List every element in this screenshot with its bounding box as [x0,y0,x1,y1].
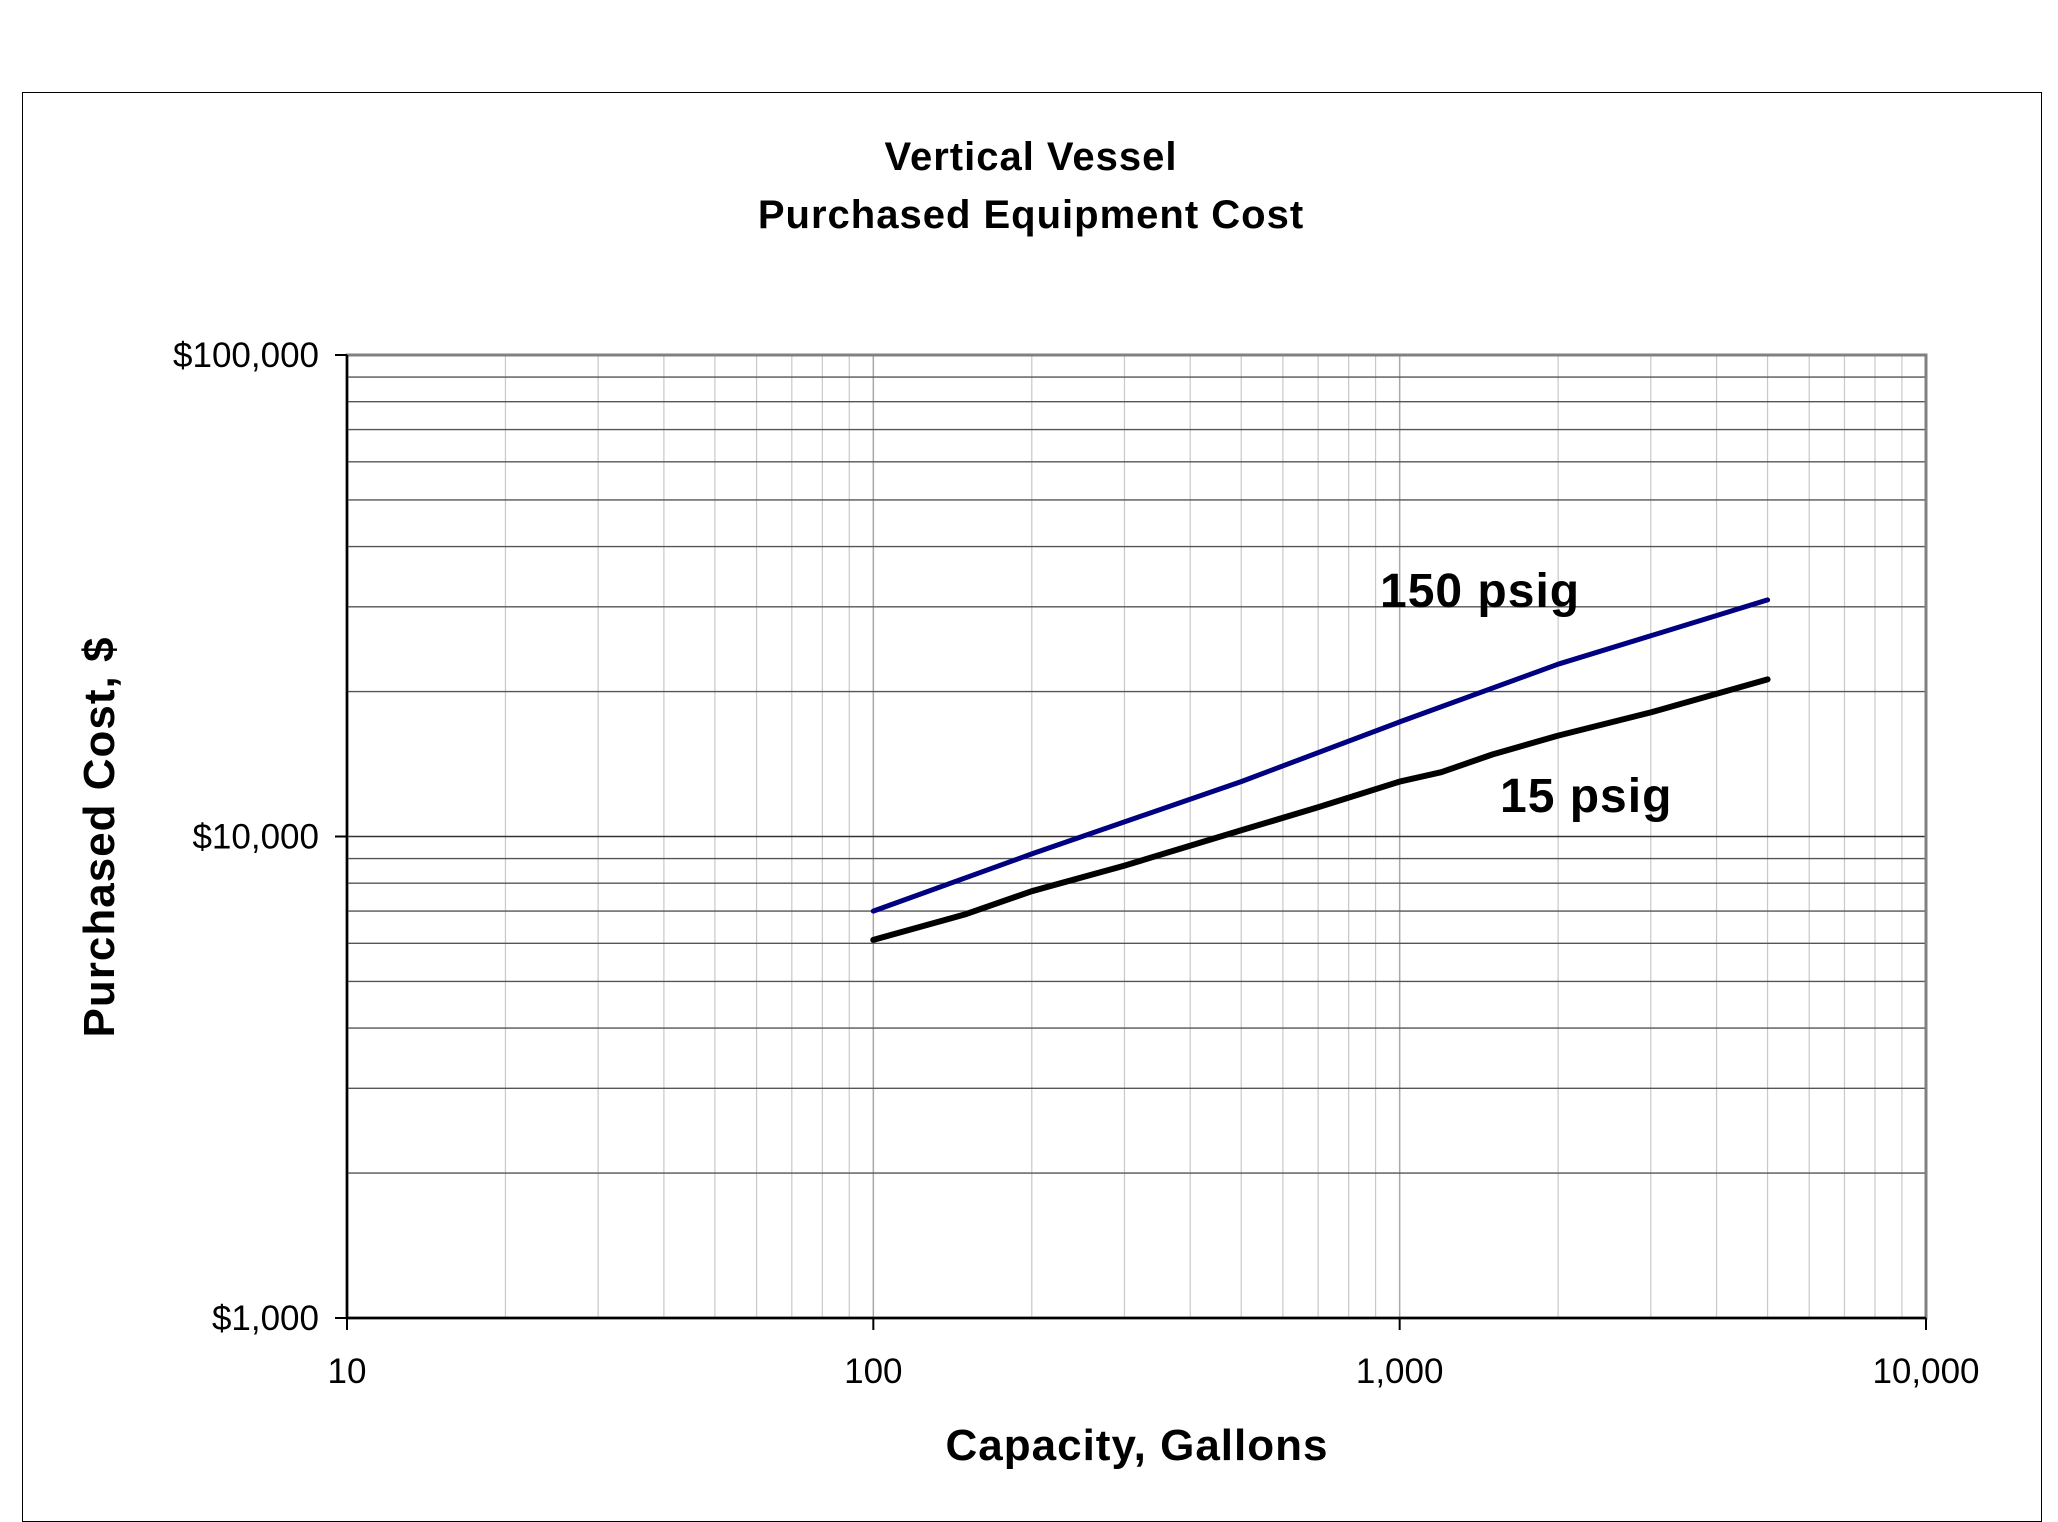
series-line-150-psig [870,597,1771,914]
x-tick-label: 10 [328,1352,367,1391]
chart-title-line-2: Purchased Equipment Cost [758,193,1304,237]
y-tick-label: $10,000 [192,818,319,857]
y-axis-title: Purchased Cost, $ [75,637,124,1038]
x-tick-label: 1,000 [1356,1352,1444,1391]
series-layer [870,597,1771,943]
x-tick-label: 100 [844,1352,902,1391]
chart-title-line-1: Vertical Vessel [884,135,1177,179]
series-line-15-psig [870,676,1771,943]
series-label-150-psig: 150 psig [1380,565,1580,618]
y-tick-label: $100,000 [173,336,319,375]
x-axis-title: Capacity, Gallons [946,1421,1329,1470]
y-tick-label: $1,000 [212,1299,319,1338]
series-label-15-psig: 15 psig [1500,770,1672,823]
grid-layer [346,354,1927,1319]
axis-layer: 10 100 1,000 10,000 $1,000 $10,000 $100,000 [173,336,1980,1391]
x-tick-label: 10,000 [1872,1352,1979,1391]
